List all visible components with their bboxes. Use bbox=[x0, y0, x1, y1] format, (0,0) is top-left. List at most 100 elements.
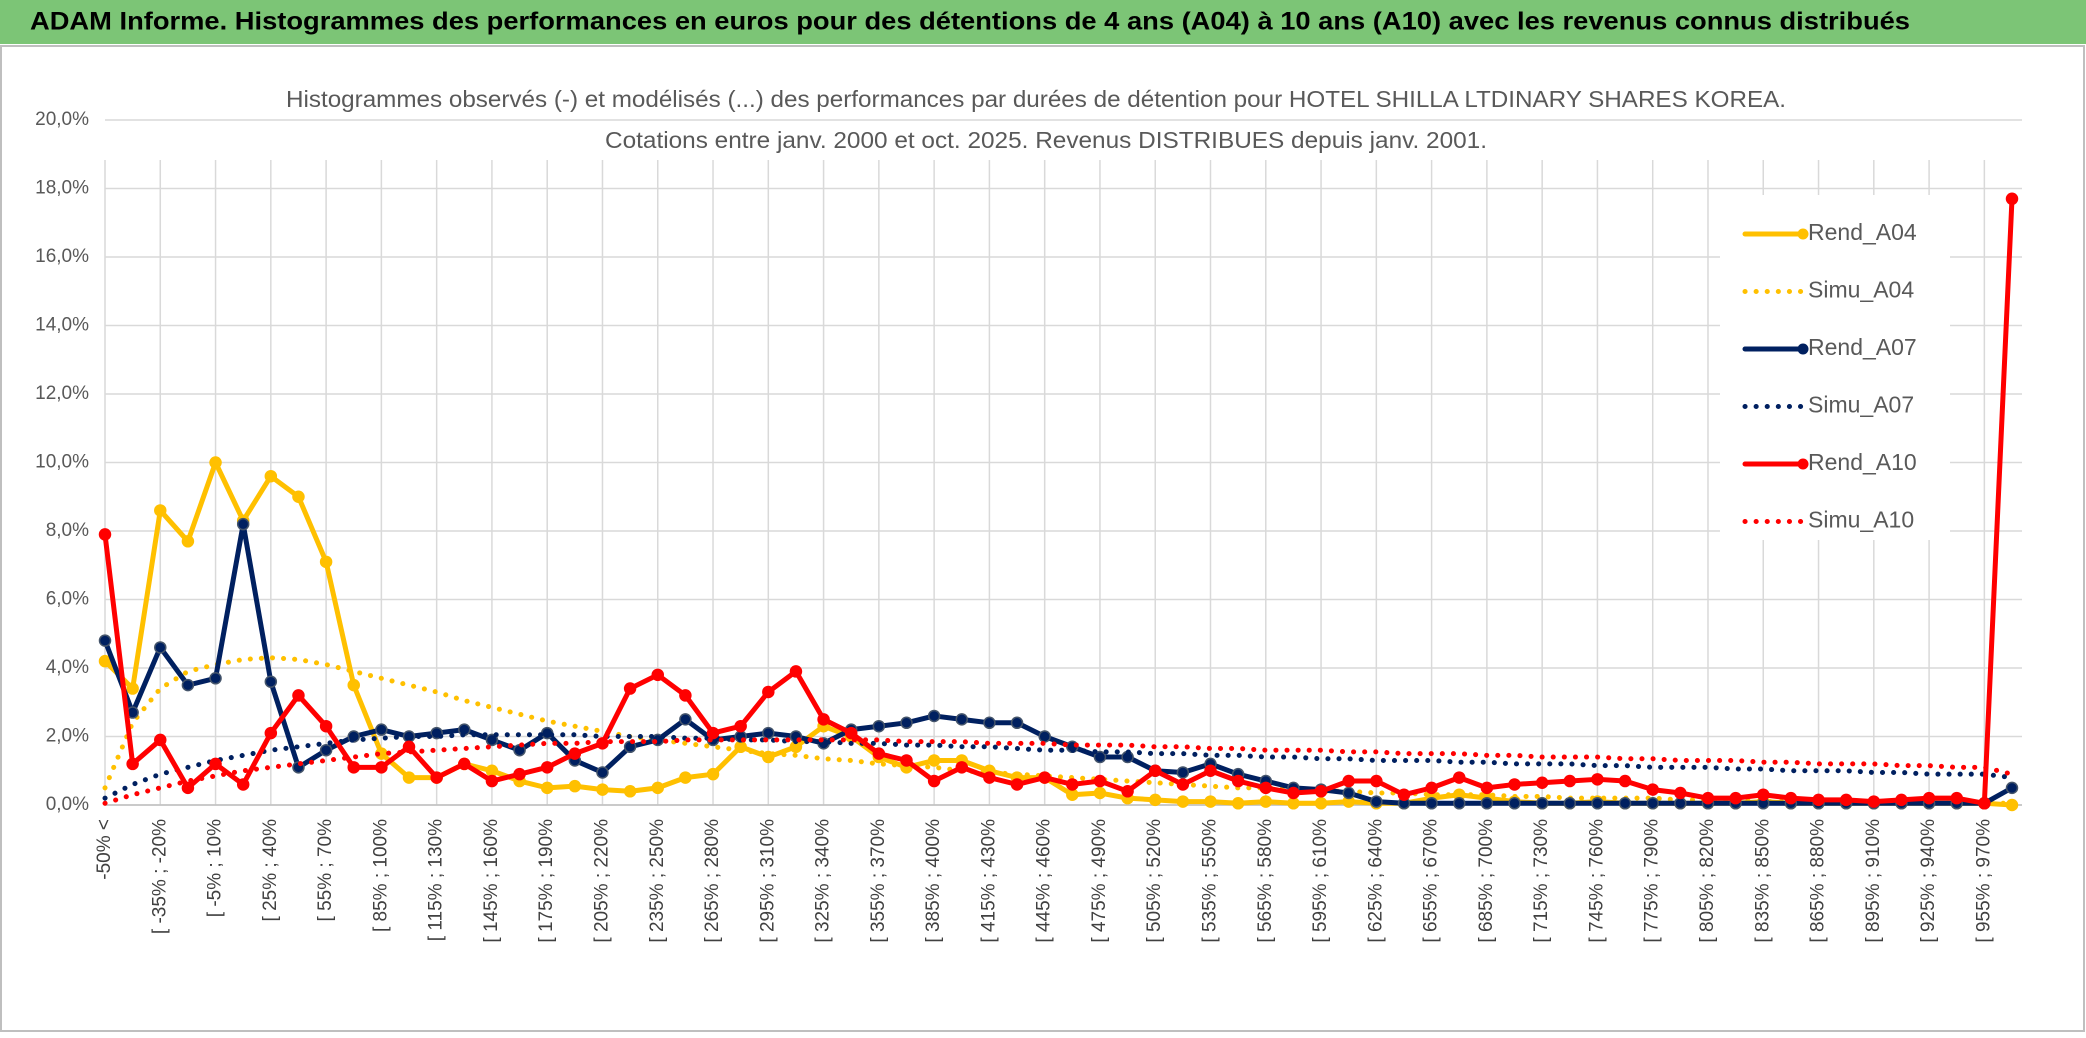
series-marker bbox=[927, 709, 941, 723]
series-marker bbox=[98, 634, 112, 647]
series-marker bbox=[1038, 771, 1051, 784]
series-marker bbox=[596, 783, 609, 796]
series-marker bbox=[154, 641, 167, 654]
series-marker bbox=[817, 713, 830, 726]
series-marker bbox=[1204, 764, 1217, 777]
series-marker bbox=[955, 761, 969, 774]
series-marker bbox=[983, 771, 996, 784]
series-marker bbox=[347, 678, 360, 692]
series-marker bbox=[1176, 795, 1190, 808]
series-marker bbox=[1508, 778, 1521, 791]
x-tick-label: [ 295% ; 310% bbox=[757, 819, 778, 943]
series-marker bbox=[485, 733, 499, 747]
y-tick-label: 10,0% bbox=[35, 452, 89, 473]
legend-label: Rend_A10 bbox=[1808, 449, 1917, 475]
series-line bbox=[102, 196, 2015, 806]
series-marker bbox=[1287, 786, 1300, 800]
series-marker bbox=[872, 719, 886, 733]
series-marker bbox=[347, 761, 360, 774]
series-marker bbox=[651, 668, 665, 682]
y-tick-label: 2,0% bbox=[46, 726, 89, 747]
series-marker bbox=[1425, 781, 1438, 795]
series-marker bbox=[1618, 774, 1632, 788]
series-marker bbox=[485, 764, 499, 777]
chart-subtitle: Cotations entre janv. 2000 et oct. 2025.… bbox=[605, 127, 1487, 153]
series-marker bbox=[1370, 774, 1383, 788]
y-tick-label: 8,0% bbox=[46, 520, 89, 541]
series-marker bbox=[1204, 795, 1217, 808]
x-tick-label: [ 25% ; 40% bbox=[260, 819, 281, 922]
series-marker bbox=[430, 771, 443, 784]
series-marker bbox=[706, 767, 720, 781]
series-marker bbox=[319, 719, 333, 733]
series-marker bbox=[679, 771, 692, 784]
series-marker bbox=[1646, 783, 1659, 796]
series-marker bbox=[126, 757, 139, 771]
series-marker bbox=[1452, 771, 1466, 784]
series-marker bbox=[1591, 797, 1604, 810]
x-tick-label: [ 265% ; 280% bbox=[702, 819, 723, 943]
series-marker bbox=[762, 726, 775, 740]
x-tick-label: [ 715% ; 730% bbox=[1531, 819, 1552, 943]
x-tick-label: [ 565% ; 580% bbox=[1255, 819, 1276, 943]
x-tick-label: [ 835% ; 850% bbox=[1752, 819, 1773, 943]
series-marker bbox=[679, 713, 692, 726]
series-marker bbox=[1148, 764, 1162, 777]
y-tick-label: 6,0% bbox=[46, 589, 89, 610]
y-tick-label: 12,0% bbox=[35, 383, 89, 404]
series-marker bbox=[706, 726, 720, 740]
series-line bbox=[102, 732, 2015, 801]
series-marker bbox=[1342, 774, 1355, 788]
series-marker bbox=[540, 781, 554, 795]
series-marker bbox=[154, 733, 167, 747]
series-marker bbox=[1950, 791, 1963, 805]
series-marker bbox=[292, 689, 305, 702]
series-marker bbox=[1757, 788, 1770, 801]
x-tick-label: [ 865% ; 880% bbox=[1808, 819, 1829, 943]
series-marker bbox=[1176, 766, 1190, 779]
series-marker bbox=[1535, 797, 1549, 810]
series-marker bbox=[1563, 797, 1577, 810]
series-marker bbox=[1370, 795, 1383, 808]
series-marker bbox=[1397, 788, 1411, 801]
series-marker bbox=[596, 766, 609, 779]
legend-label: Simu_A10 bbox=[1808, 507, 1914, 533]
series-marker bbox=[844, 726, 858, 740]
y-tick-label: 16,0% bbox=[35, 246, 89, 267]
x-tick-label: [ 745% ; 760% bbox=[1586, 819, 1607, 943]
legend-box bbox=[1720, 195, 1950, 540]
y-tick-label: 18,0% bbox=[35, 178, 89, 199]
x-tick-label: [ 175% ; 190% bbox=[536, 819, 557, 943]
series-marker bbox=[209, 672, 222, 685]
series-marker bbox=[1093, 786, 1107, 800]
y-tick-label: 0,0% bbox=[46, 794, 89, 815]
series-marker bbox=[679, 689, 692, 702]
series-marker bbox=[1176, 778, 1190, 791]
x-tick-label: [ 415% ; 430% bbox=[978, 819, 999, 943]
series-marker bbox=[1535, 776, 1549, 789]
series-marker bbox=[1895, 793, 1908, 807]
series-marker bbox=[181, 678, 195, 692]
series-marker bbox=[209, 757, 222, 771]
series-marker bbox=[1508, 797, 1521, 810]
series-marker bbox=[568, 779, 582, 793]
header-bar bbox=[0, 0, 2086, 44]
series-marker bbox=[762, 685, 775, 699]
legend-label: Rend_A07 bbox=[1808, 334, 1917, 360]
legend-label: Rend_A04 bbox=[1808, 219, 1917, 245]
series-marker bbox=[1010, 778, 1024, 791]
y-tick-label: 14,0% bbox=[35, 315, 89, 336]
x-tick-label: [ 145% ; 160% bbox=[481, 819, 502, 943]
series-marker bbox=[1591, 773, 1604, 786]
series-marker bbox=[154, 504, 167, 517]
series-marker bbox=[1093, 774, 1107, 788]
x-tick-label: [ 625% ; 640% bbox=[1365, 819, 1386, 943]
series-marker bbox=[1066, 788, 1079, 801]
series-marker bbox=[900, 754, 913, 767]
series-marker bbox=[1618, 797, 1632, 810]
series-marker bbox=[458, 757, 471, 771]
series-marker bbox=[955, 713, 969, 726]
series-marker bbox=[126, 682, 139, 695]
series-marker bbox=[623, 785, 637, 798]
series-marker bbox=[1812, 793, 1825, 807]
